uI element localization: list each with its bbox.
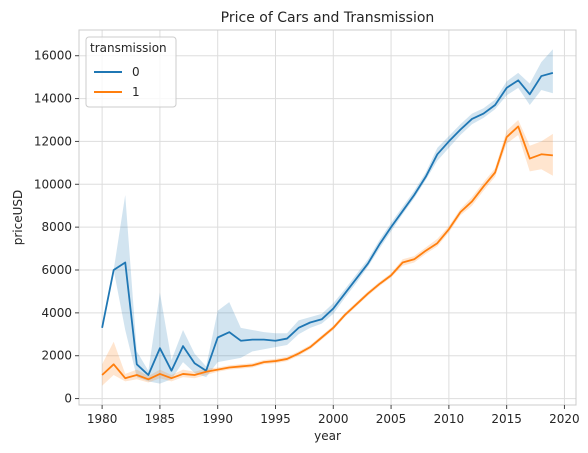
series-lines	[101, 71, 554, 381]
chart-title: Price of Cars and Transmission	[221, 10, 435, 26]
series-1-line	[101, 125, 553, 381]
legend: transmission 01	[85, 36, 177, 108]
legend-label-1: 1	[132, 85, 140, 99]
x-tick-label: 1990	[202, 412, 233, 426]
x-tick-label: 2010	[434, 412, 465, 426]
y-tick-label: 2000	[41, 349, 72, 363]
y-tick-label: 6000	[41, 263, 72, 277]
x-tick-label: 1985	[145, 412, 176, 426]
y-axis-ticks: 0 2000 4000 6000 8000 10000 12000 14000 16000	[34, 49, 79, 406]
y-tick-label: 10000	[34, 177, 72, 191]
x-tick-label: 1995	[260, 412, 291, 426]
x-axis-ticks: 1980 1985 1990 1995 2000 2005 2010 2015 2020	[87, 405, 580, 426]
y-tick-label: 14000	[34, 92, 72, 106]
x-tick-label: 2000	[318, 412, 349, 426]
y-tick-label: 4000	[41, 306, 72, 320]
legend-box	[85, 36, 177, 108]
x-axis-label: year	[314, 429, 341, 443]
series-0-line	[101, 71, 554, 376]
x-tick-label: 2020	[549, 412, 580, 426]
legend-title: transmission	[90, 41, 167, 55]
x-tick-label: 1980	[87, 412, 118, 426]
grid	[79, 30, 576, 405]
x-tick-label: 2005	[376, 412, 407, 426]
y-axis-label: priceUSD	[11, 190, 25, 246]
y-tick-label: 8000	[41, 220, 72, 234]
plot-area	[78, 29, 577, 406]
y-tick-label: 12000	[34, 134, 72, 148]
series-0-ci-band	[102, 49, 553, 384]
legend-items: 01	[94, 65, 140, 99]
legend-label-0: 0	[132, 65, 140, 79]
x-tick-label: 2015	[491, 412, 522, 426]
y-tick-label: 0	[64, 392, 72, 406]
y-tick-label: 16000	[34, 49, 72, 63]
